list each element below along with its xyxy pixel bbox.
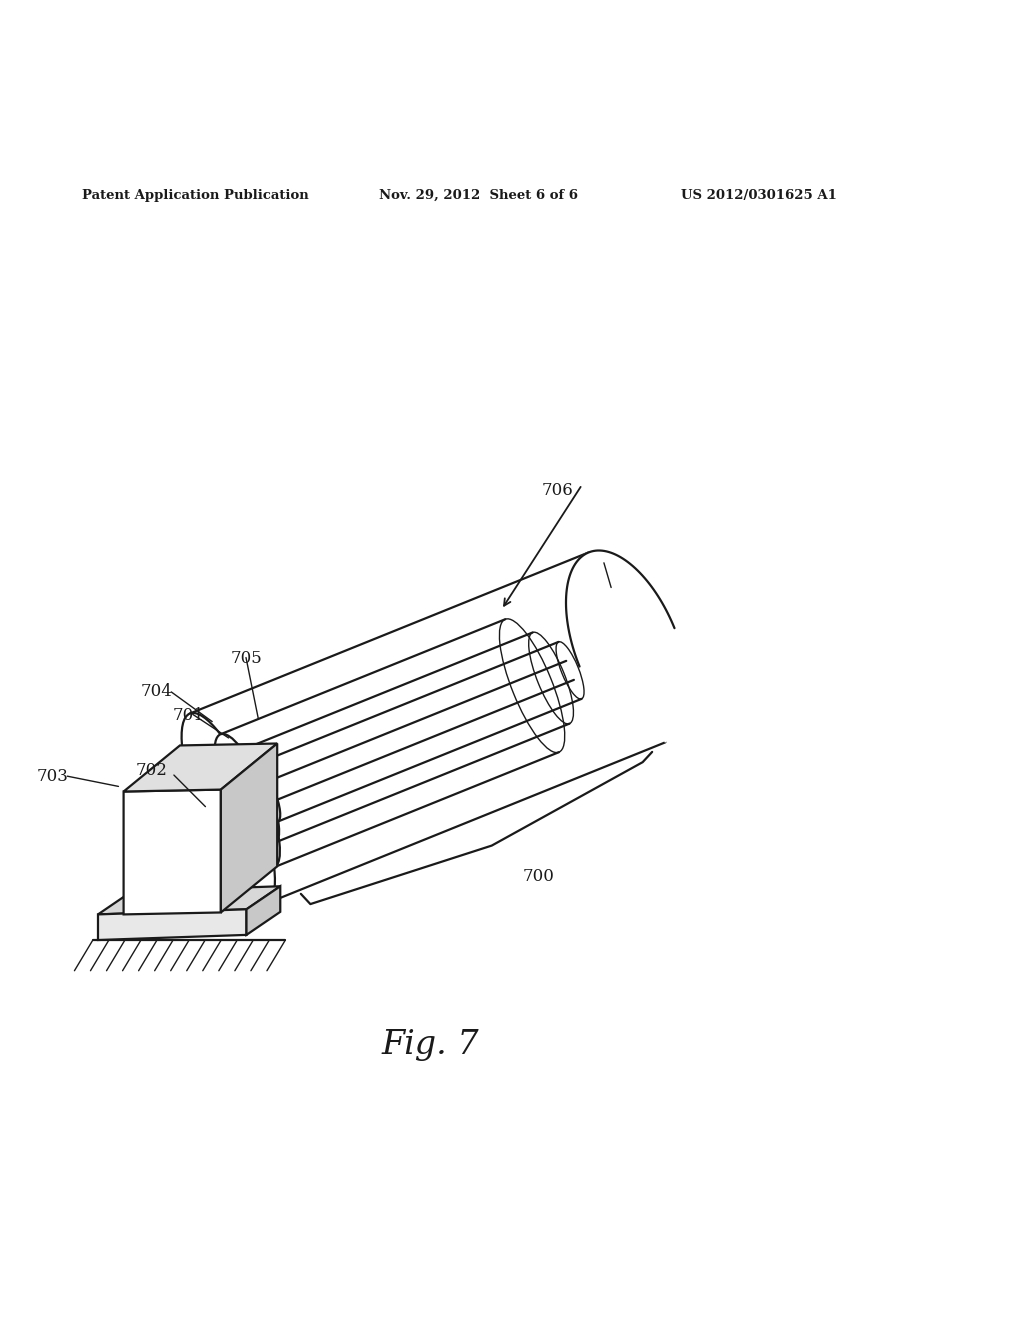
Polygon shape — [124, 743, 278, 792]
Text: 702: 702 — [136, 762, 168, 779]
Text: US 2012/0301625 A1: US 2012/0301625 A1 — [681, 189, 837, 202]
Ellipse shape — [234, 751, 280, 842]
Text: 704: 704 — [140, 682, 172, 700]
Text: Nov. 29, 2012  Sheet 6 of 6: Nov. 29, 2012 Sheet 6 of 6 — [379, 189, 578, 202]
Polygon shape — [221, 743, 278, 912]
Text: 700: 700 — [522, 869, 554, 886]
Polygon shape — [98, 886, 281, 915]
Text: 703: 703 — [37, 768, 69, 785]
Polygon shape — [124, 789, 221, 915]
Text: 705: 705 — [230, 649, 262, 667]
Ellipse shape — [261, 784, 271, 803]
Text: Fig. 7: Fig. 7 — [381, 1030, 479, 1061]
Ellipse shape — [181, 713, 274, 904]
Polygon shape — [98, 909, 247, 940]
Ellipse shape — [215, 734, 280, 867]
Text: 701: 701 — [172, 706, 204, 723]
Polygon shape — [247, 886, 281, 935]
Polygon shape — [566, 550, 675, 742]
Text: 706: 706 — [542, 482, 573, 499]
Text: Patent Application Publication: Patent Application Publication — [82, 189, 308, 202]
Ellipse shape — [252, 764, 281, 822]
